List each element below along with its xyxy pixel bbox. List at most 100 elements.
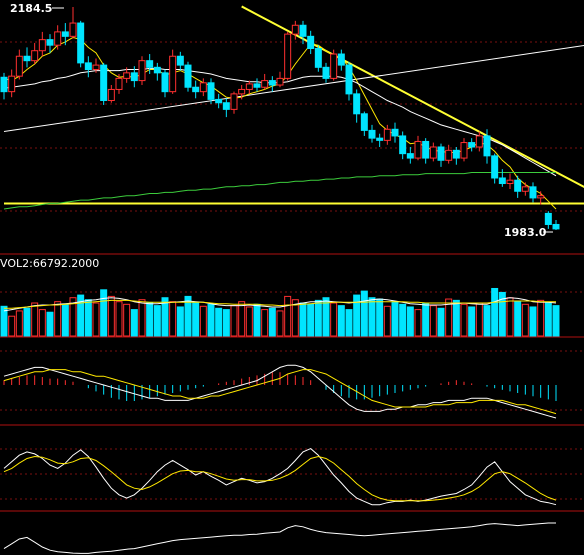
volume-bar xyxy=(268,307,276,337)
volume-bar xyxy=(253,303,261,337)
volume-bar xyxy=(38,309,46,337)
candle-body xyxy=(537,195,545,199)
candle-body xyxy=(261,80,269,88)
candle-body xyxy=(46,39,54,46)
macd-dif-line xyxy=(3,364,557,419)
candle-body xyxy=(337,53,345,66)
candle-body xyxy=(299,24,307,37)
candle-body xyxy=(0,76,8,93)
low-annotation: 1983.0 xyxy=(504,226,553,239)
volume-bar xyxy=(498,291,506,337)
volume-bar xyxy=(100,289,108,337)
candle-body xyxy=(322,66,330,79)
candle-body xyxy=(15,55,23,77)
volume-bar xyxy=(406,306,414,337)
macd-histogram xyxy=(3,372,557,401)
volume-bar xyxy=(130,309,138,337)
volume-bar xyxy=(299,302,307,337)
kdj-k-line xyxy=(3,448,557,506)
candle-body xyxy=(31,50,39,62)
volume-bar xyxy=(452,299,460,337)
volume-bar xyxy=(192,302,200,337)
candle-body xyxy=(207,82,215,100)
candle-body xyxy=(445,149,453,161)
volume-bar xyxy=(383,305,391,337)
candle-body xyxy=(368,129,376,139)
candle-body xyxy=(521,186,529,192)
candle-body xyxy=(199,82,207,93)
volume-bar xyxy=(153,305,161,337)
volume-bar xyxy=(514,301,522,337)
candle-body xyxy=(222,102,230,110)
high-label: 2184.5 xyxy=(10,2,52,15)
volume-bar xyxy=(337,305,345,337)
candle-body xyxy=(184,64,192,88)
candle-body xyxy=(169,55,177,93)
volume-bar xyxy=(230,305,238,337)
candle-body xyxy=(253,83,261,88)
volume-bar xyxy=(429,305,437,337)
candle-body xyxy=(452,149,460,159)
volume-bar xyxy=(54,301,62,337)
volume-bar xyxy=(445,298,453,337)
candle-body xyxy=(291,24,299,35)
candle-body xyxy=(146,60,154,68)
volume-bar xyxy=(414,309,422,337)
volume-bar xyxy=(0,305,8,337)
candle-body xyxy=(307,35,315,50)
volume-bar xyxy=(360,290,368,337)
candle-body xyxy=(92,64,100,71)
candle-body xyxy=(238,88,246,95)
volume-bar xyxy=(238,301,246,337)
kdj-d-line xyxy=(3,455,557,502)
candle-body xyxy=(491,155,499,179)
volume-bar xyxy=(353,294,361,337)
candle-body xyxy=(123,72,131,79)
candle-body xyxy=(84,62,92,71)
candle-body xyxy=(353,93,361,115)
volume-bar xyxy=(422,302,430,337)
volume-bar xyxy=(437,307,445,337)
candle-body xyxy=(153,66,161,74)
volume-bar xyxy=(215,307,223,337)
candle-body xyxy=(360,113,368,131)
candle-body xyxy=(161,72,169,93)
volume-bar xyxy=(184,295,192,337)
volume-bar xyxy=(199,305,207,337)
trendline-2 xyxy=(3,44,584,132)
candle-body xyxy=(69,22,77,37)
low-label: 1983.0 xyxy=(504,226,547,239)
candle-body xyxy=(54,31,62,46)
volume-bar xyxy=(261,309,269,337)
candle-body xyxy=(376,137,384,141)
price-trendlines xyxy=(3,5,584,205)
bottom-line xyxy=(3,522,556,554)
candle-body xyxy=(245,83,253,90)
volume-bar xyxy=(146,302,154,337)
volume-bar xyxy=(391,301,399,337)
candle-body xyxy=(100,64,108,102)
volume-bar xyxy=(521,303,529,337)
volume-bar xyxy=(284,295,292,337)
candle-body xyxy=(406,153,414,159)
volume-bar xyxy=(544,302,552,337)
volume-bar xyxy=(161,297,169,337)
candle-body xyxy=(115,77,123,90)
candle-body xyxy=(399,135,407,155)
kdj-panel xyxy=(0,448,584,506)
price-ma-line-2 xyxy=(3,172,556,210)
volume-ma-yellow xyxy=(4,299,556,309)
candle-body xyxy=(345,64,353,95)
volume-bar xyxy=(291,299,299,337)
volume-bar xyxy=(176,306,184,337)
kdj-lines xyxy=(3,448,557,506)
candle-body xyxy=(77,22,85,64)
volume-bars xyxy=(0,287,560,337)
candle-body xyxy=(529,186,537,199)
price-panel: 2184.5 1983.0 xyxy=(0,2,584,239)
volume-bar xyxy=(115,301,123,337)
bottom-panel xyxy=(3,522,556,554)
candle-body xyxy=(230,93,238,110)
candle-body xyxy=(130,72,138,82)
